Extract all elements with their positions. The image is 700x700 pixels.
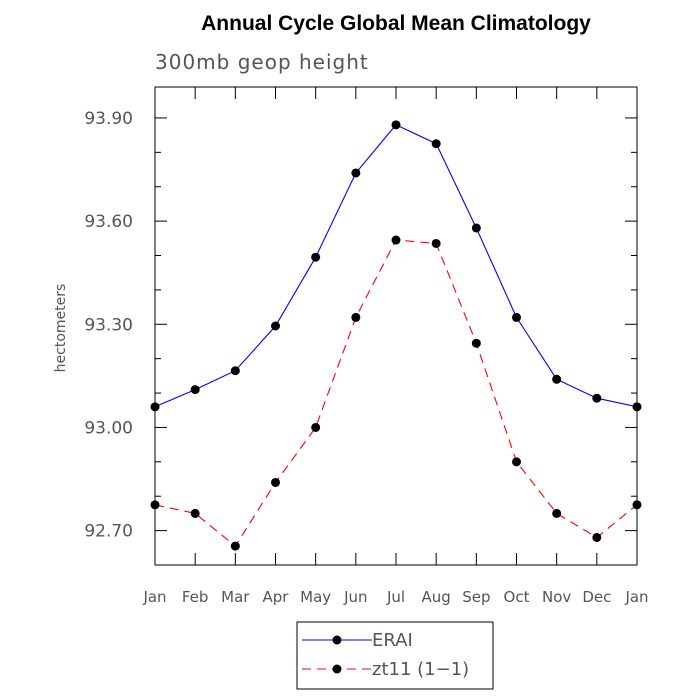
data-point [311,252,321,262]
data-point [512,457,521,467]
data-point [230,366,240,376]
x-tick-label: Apr [263,588,290,606]
data-point [391,235,401,245]
x-tick-label: May [300,588,331,606]
data-point [632,500,642,510]
x-tick-labels: Jan Feb Mar Apr May Jun Jul Aug Sep Oct Nov Dec Jan [142,588,648,606]
chart-subtitle: 300mb geop height [155,50,369,74]
chart-title: Annual Cycle Global Mean Climatology [201,12,591,35]
series-lines [154,124,638,547]
legend-marker-erai [332,635,342,645]
y-tick-labels: 92.70 93.00 93.30 93.60 93.90 [84,109,133,542]
data-point [190,385,200,395]
data-point [632,402,642,412]
x-tick-label: Jan [624,588,648,606]
data-point [150,402,160,412]
y-tick-label: 93.00 [84,418,133,438]
data-point [592,393,602,403]
x-tick-label: Jul [386,588,405,606]
data-point [471,223,481,233]
x-tick-label: Jan [142,588,166,606]
data-point [471,338,481,348]
data-point [552,374,562,384]
data-point [431,238,441,248]
data-point [391,120,401,130]
plot-frame [154,86,638,566]
x-tick-label: Nov [542,588,571,606]
data-point [351,168,361,178]
y-axis-label: hectometers [53,284,69,373]
x-tick-label: Mar [221,588,250,606]
y-tick-label: 93.30 [84,315,133,335]
legend-marker-zt11 [332,664,342,674]
series-line-1 [154,239,638,547]
data-point [512,312,521,322]
data-point [351,312,361,322]
y-tick-label: 92.70 [84,522,133,542]
y-tick-label: 93.90 [84,109,133,129]
data-point [552,508,562,518]
data-point [271,321,280,331]
legend-box [296,621,494,690]
data-point [230,541,240,551]
legend: ERAI zt11 (1−1) [296,621,494,690]
x-tick-label: Oct [504,588,530,606]
x-tick-label: Aug [422,588,451,606]
data-point [592,532,602,542]
x-tick-label: Dec [582,588,611,606]
data-point [431,139,441,149]
data-point [190,508,200,518]
series-line-0 [154,124,638,408]
axis-ticks [154,87,638,566]
x-tick-label: Sep [462,588,490,606]
legend-label-erai: ERAI [372,630,413,651]
data-point [311,422,321,432]
legend-label-zt11: zt11 (1−1) [372,659,469,680]
x-tick-label: Jun [343,588,367,606]
y-tick-label: 93.60 [84,212,133,232]
data-point [271,477,280,487]
x-tick-label: Feb [182,588,209,606]
series-markers [150,120,642,551]
data-point [150,500,160,510]
